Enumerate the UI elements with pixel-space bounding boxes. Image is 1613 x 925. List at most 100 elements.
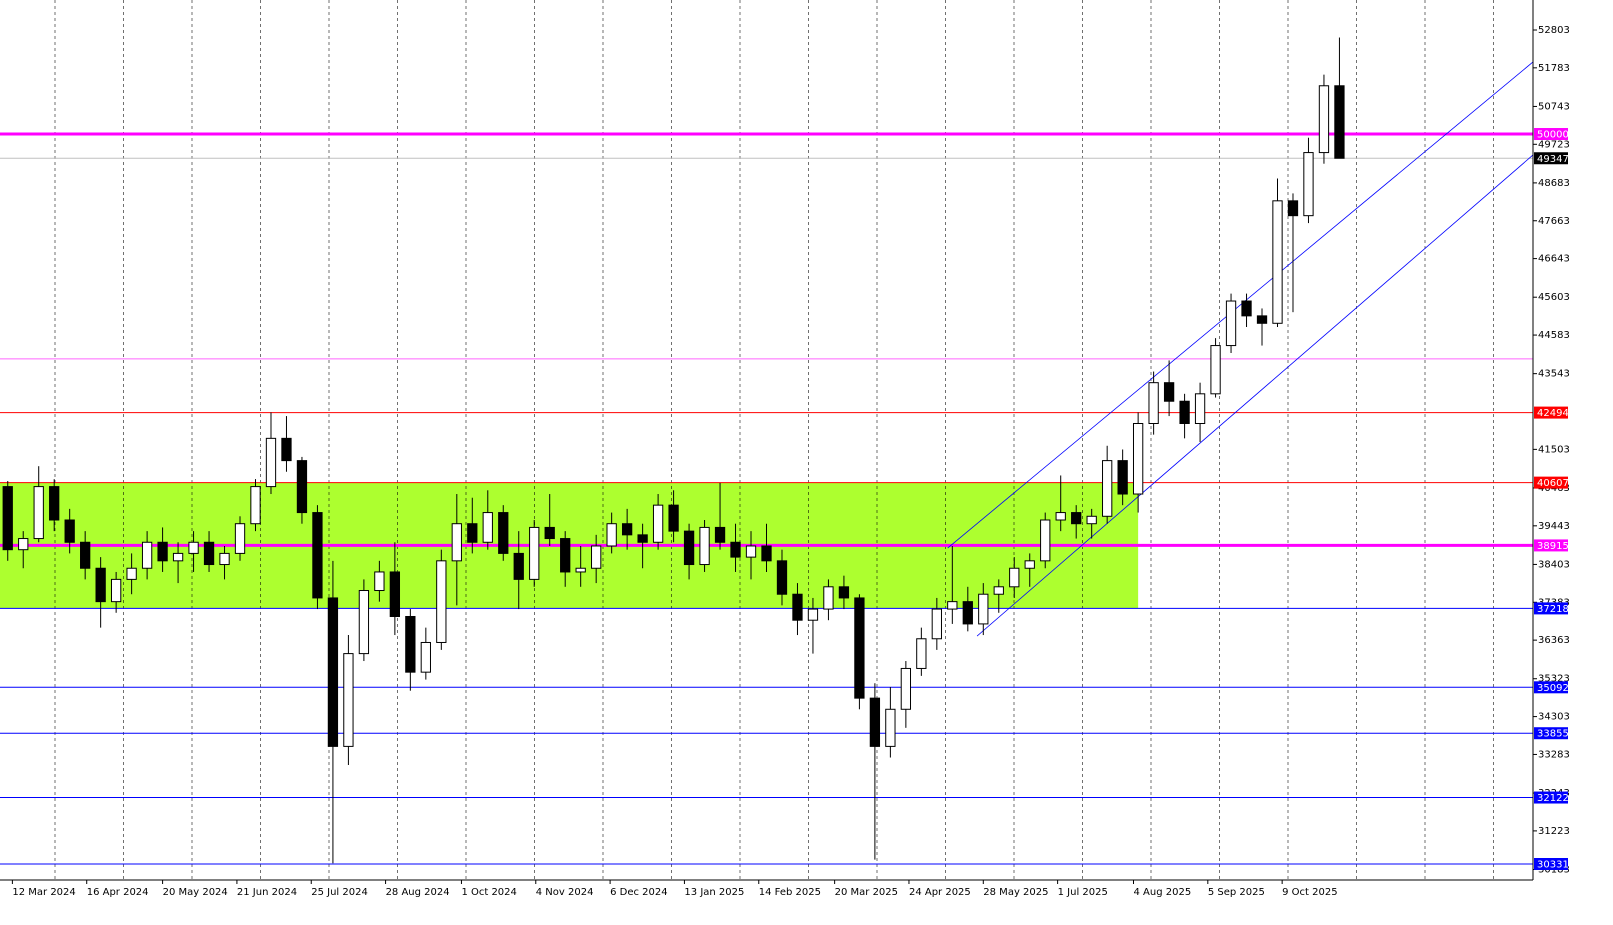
candle-body bbox=[993, 586, 1004, 595]
candle-body bbox=[374, 571, 385, 592]
candle-body bbox=[714, 526, 726, 543]
candle-body bbox=[652, 504, 664, 543]
candle-layer bbox=[2, 37, 1345, 864]
level-tag-label: 49347 bbox=[1537, 154, 1569, 165]
level-tag-label: 50000 bbox=[1537, 130, 1569, 141]
candle-body bbox=[405, 615, 416, 673]
candle-body bbox=[141, 541, 153, 569]
x-tick-label: 4 Nov 2024 bbox=[536, 887, 594, 898]
y-tick-label: 31223 bbox=[1538, 826, 1570, 837]
candle-body bbox=[529, 526, 540, 580]
x-tick-label: 14 Feb 2025 bbox=[759, 887, 821, 898]
x-tick-label: 28 May 2025 bbox=[983, 887, 1048, 898]
y-tick-label: 39443 bbox=[1538, 521, 1570, 532]
candle-body bbox=[296, 460, 308, 514]
x-tick-label: 12 Mar 2024 bbox=[12, 887, 75, 898]
candle-body bbox=[947, 601, 958, 610]
x-tick-label: 9 Oct 2025 bbox=[1282, 887, 1337, 898]
x-tick-label: 28 Aug 2024 bbox=[386, 887, 450, 898]
candle-body bbox=[838, 586, 850, 599]
y-tick-label: 41503 bbox=[1538, 444, 1570, 455]
candle-body bbox=[560, 538, 571, 573]
candle-body bbox=[544, 526, 555, 540]
candle-body bbox=[281, 437, 292, 462]
candle-body bbox=[900, 667, 912, 710]
y-tick-label: 52803 bbox=[1538, 25, 1570, 36]
candle-body bbox=[591, 545, 602, 569]
candle-body bbox=[64, 519, 75, 543]
candle-body bbox=[699, 526, 710, 566]
candle-body bbox=[885, 708, 896, 747]
x-tick-label: 4 Aug 2025 bbox=[1133, 887, 1191, 898]
level-tag bbox=[1534, 476, 1568, 489]
x-tick-label: 20 Mar 2025 bbox=[835, 887, 898, 898]
candle-body bbox=[1241, 300, 1252, 317]
candle-body bbox=[49, 486, 60, 521]
candle-body bbox=[1318, 85, 1330, 154]
candle-body bbox=[575, 567, 586, 573]
candle-body bbox=[1102, 460, 1113, 517]
x-tick-label: 1 Jul 2025 bbox=[1058, 887, 1108, 898]
candle-body bbox=[1117, 460, 1128, 495]
candle-body bbox=[668, 504, 679, 532]
x-tick-label: 5 Sep 2025 bbox=[1208, 887, 1265, 898]
level-tag-label: 38915 bbox=[1537, 541, 1569, 552]
candle-body bbox=[1303, 152, 1314, 217]
candle-body bbox=[482, 512, 493, 543]
y-tick-label: 46643 bbox=[1538, 254, 1570, 265]
candle-body bbox=[1040, 519, 1051, 562]
y-tick-label: 38403 bbox=[1538, 559, 1570, 570]
candle-body bbox=[358, 590, 370, 655]
y-tick-label: 50743 bbox=[1538, 101, 1570, 112]
level-tag-label: 32122 bbox=[1537, 793, 1569, 804]
x-tick-label: 25 Jul 2024 bbox=[311, 887, 368, 898]
candle-body bbox=[1334, 85, 1345, 159]
y-tick-label: 47663 bbox=[1538, 216, 1570, 227]
level-tag-label: 42494 bbox=[1537, 408, 1569, 419]
candle-body bbox=[513, 552, 524, 580]
candle-body bbox=[265, 437, 277, 488]
candle-body bbox=[234, 523, 246, 554]
candle-body bbox=[869, 697, 881, 747]
candle-body bbox=[962, 601, 973, 625]
level-tag bbox=[1534, 406, 1568, 419]
candle-body bbox=[1009, 567, 1020, 588]
candle-body bbox=[327, 597, 339, 747]
y-tick-label: 43543 bbox=[1538, 369, 1570, 380]
candle-body bbox=[389, 571, 401, 617]
candle-body bbox=[343, 653, 354, 747]
candle-body bbox=[1055, 512, 1066, 521]
candle-body bbox=[80, 541, 91, 569]
candle-body bbox=[1024, 560, 1035, 569]
y-tick-label: 44583 bbox=[1538, 330, 1570, 341]
candle-body bbox=[1179, 400, 1190, 425]
candle-body bbox=[250, 486, 261, 525]
level-tag-label: 35092 bbox=[1537, 683, 1569, 694]
candle-body bbox=[203, 541, 215, 566]
candle-body bbox=[776, 560, 788, 595]
candle-body bbox=[1287, 200, 1299, 217]
candle-body bbox=[110, 578, 122, 603]
candle-body bbox=[1071, 512, 1082, 525]
level-tag bbox=[1534, 539, 1568, 552]
candle-body bbox=[730, 541, 741, 558]
level-tag bbox=[1534, 791, 1568, 804]
y-tick-label: 51783 bbox=[1538, 63, 1570, 74]
candle-body bbox=[451, 523, 462, 562]
level-tag bbox=[1534, 727, 1568, 740]
y-tick-label: 34303 bbox=[1538, 712, 1570, 723]
candle-body bbox=[188, 541, 199, 554]
candle-body bbox=[126, 567, 137, 580]
candle-body bbox=[683, 530, 695, 566]
y-tick-label: 45603 bbox=[1538, 292, 1570, 303]
y-tick-label: 48683 bbox=[1538, 178, 1570, 189]
level-tag bbox=[1534, 602, 1568, 615]
tag-layer: 50000 49347 42494 40607 38915 37218 35092 33855… bbox=[1534, 128, 1569, 871]
candle-body bbox=[1086, 515, 1097, 525]
candle-body bbox=[931, 608, 942, 640]
candle-body bbox=[1225, 300, 1237, 347]
candle-body bbox=[1272, 200, 1283, 324]
candle-body bbox=[916, 638, 927, 669]
